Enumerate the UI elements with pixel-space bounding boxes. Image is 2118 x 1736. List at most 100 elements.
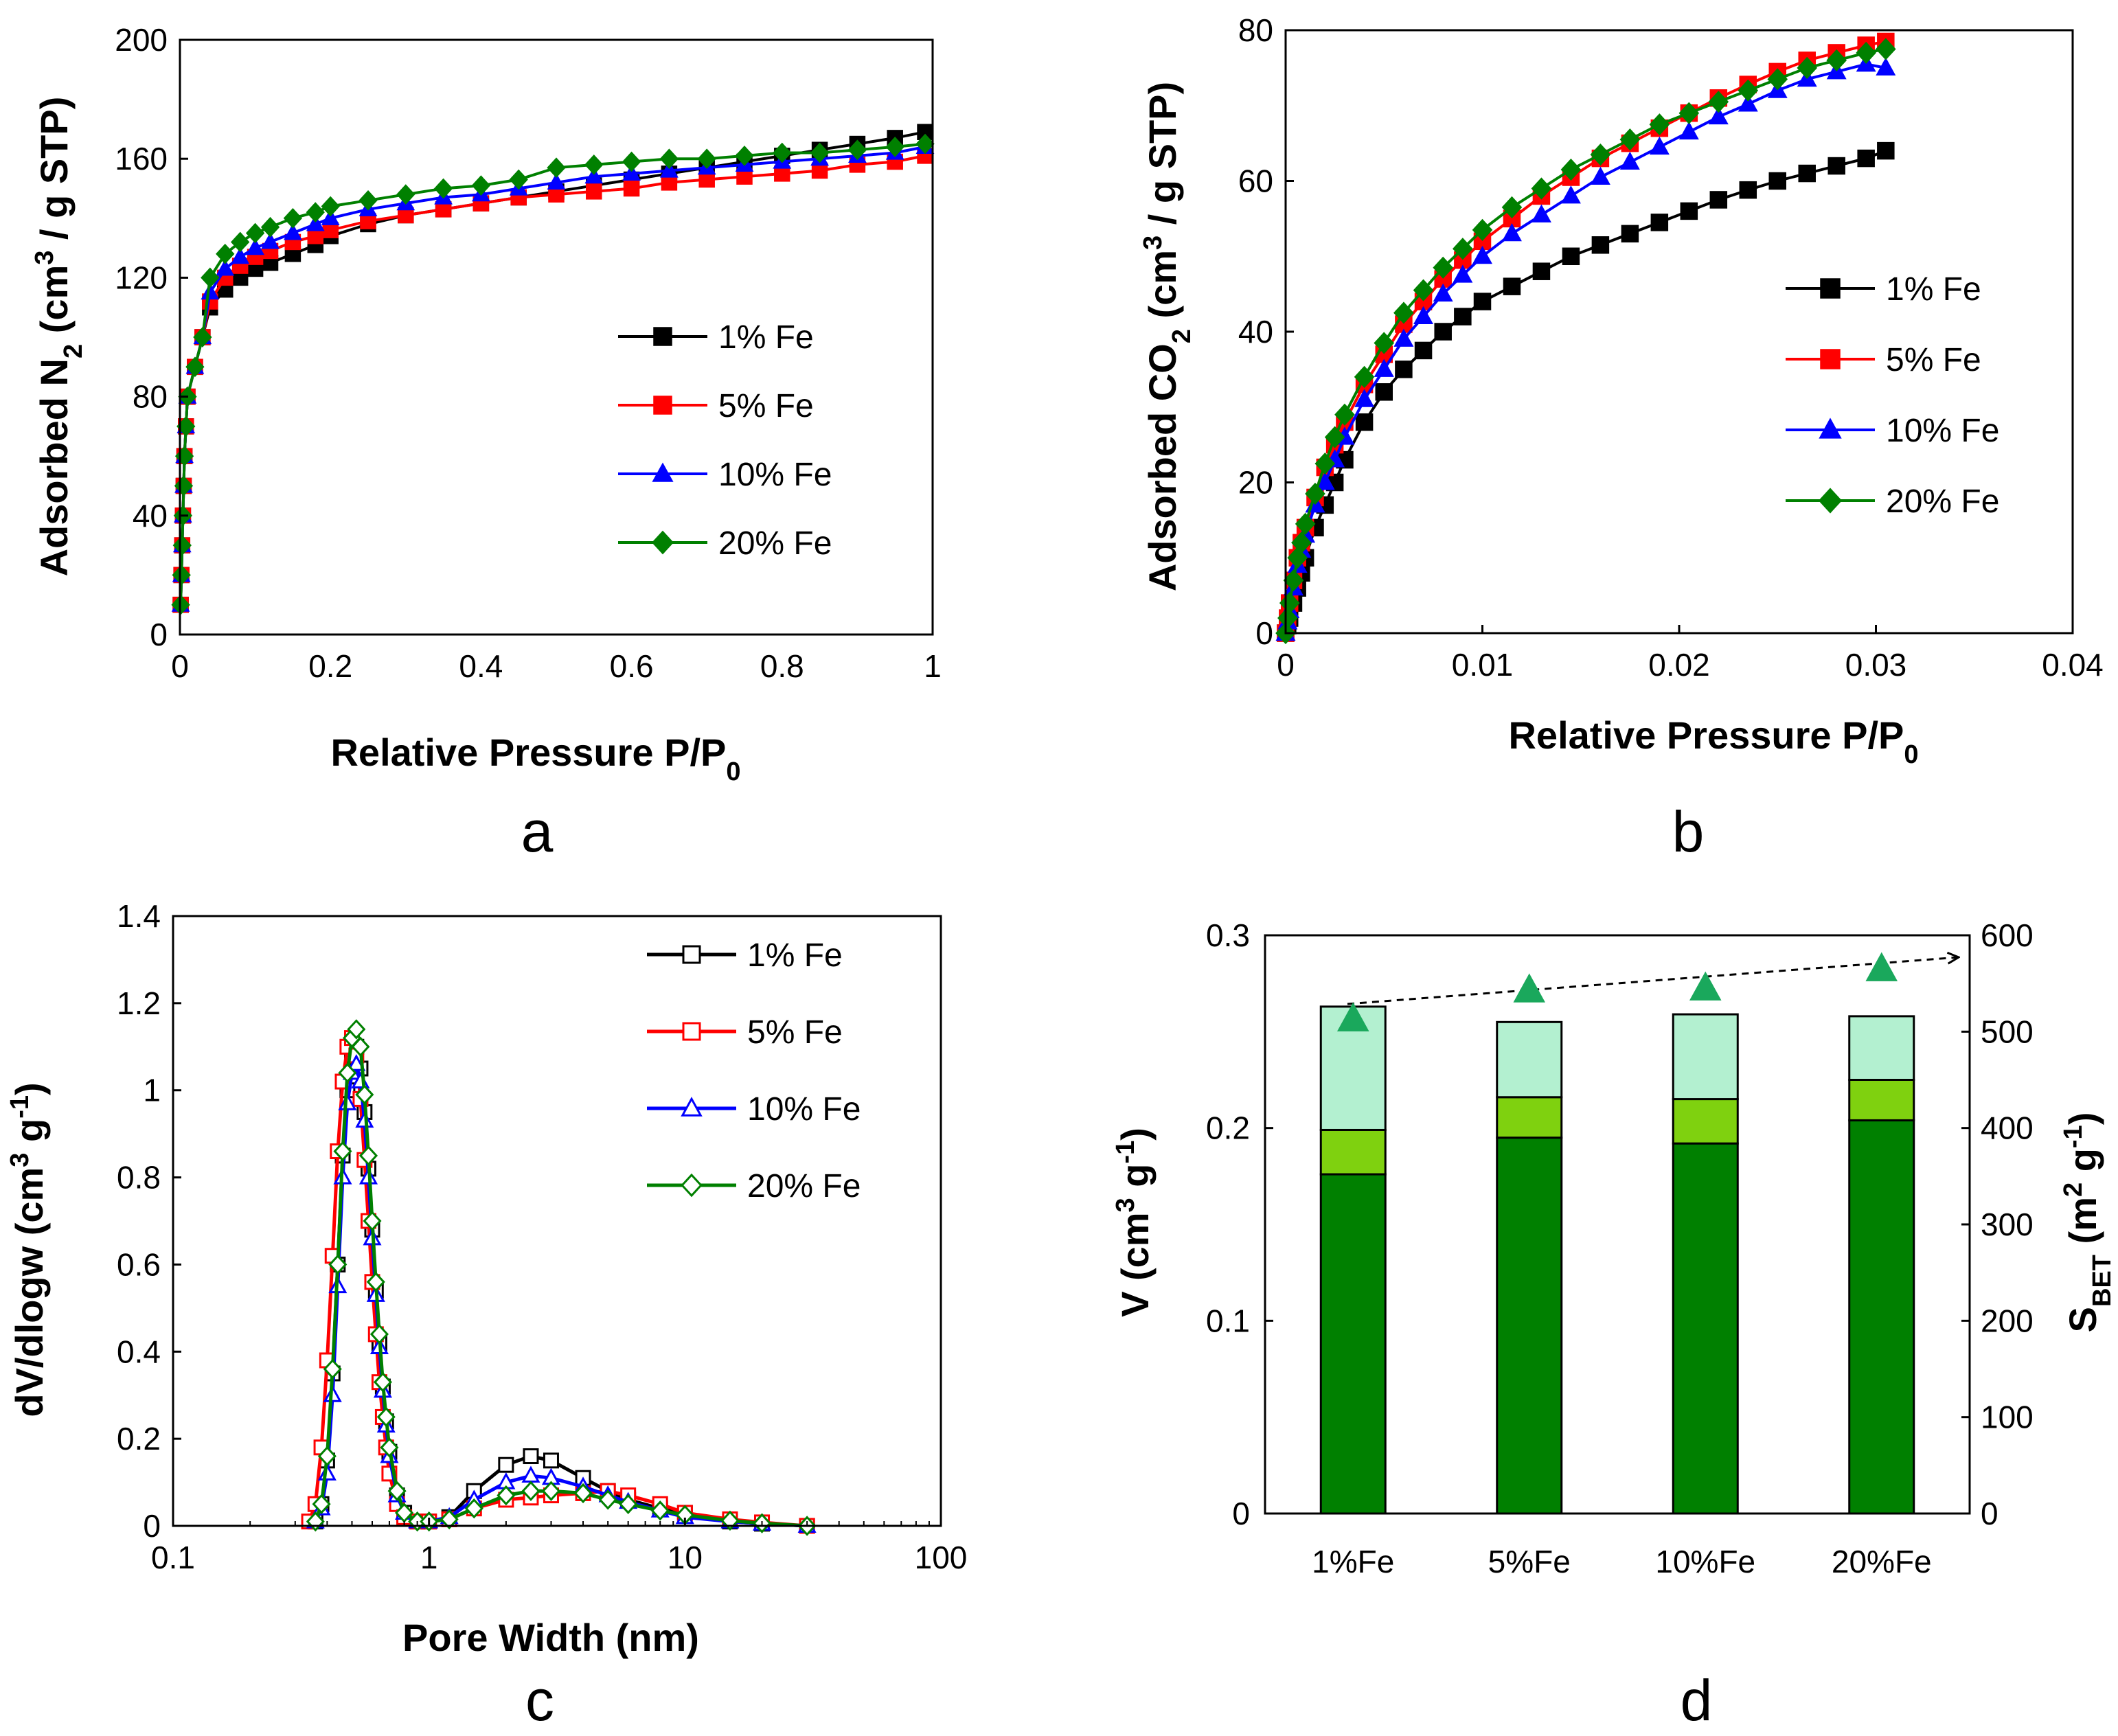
pb-point-20-fe [1291,532,1312,554]
panel-d-bar-segment-middle-segment [1672,1098,1739,1145]
pb-point-1-fe [1434,323,1452,341]
panel-d-category-labels: 1%Fe 5%Fe 10%Fe 20%Fe [1312,1544,1931,1579]
pb-point-20-fe [1374,332,1395,354]
panel-c-plot-frame [172,915,942,1527]
pb-point-1-fe [1375,383,1393,401]
panel-d-category-label: 5%Fe [1488,1544,1571,1579]
pa-point-20-fe [174,475,194,496]
pa-point-20-fe [547,157,566,179]
panel-d-bar-20-fe [1848,1015,1915,1515]
pc-legend-marker-10-fe [681,1097,703,1117]
panel-d-left-tick-label: 0.2 [1206,1110,1250,1146]
pa-x-tick-label: 0.6 [610,648,654,684]
pc-series-10-fe [306,1054,817,1533]
pb-point-20-fe [1797,56,1818,79]
pa-point-10-fe [216,259,235,276]
pb-point-20-fe [1649,113,1670,136]
pa-point-20-fe [260,216,280,238]
pa-point-20-fe [471,175,491,196]
pa-legend-marker-1-fe [653,327,672,346]
pa-legend-item-1-fe: 1% Fe [618,319,814,356]
pb-point-10-fe [1413,306,1434,324]
pb-point-10-fe [1590,166,1610,185]
pb-point-1-fe [1473,293,1492,310]
pb-point-1-fe [1503,277,1521,295]
panel-b-y-axis-title: Adsorbed CO2 (cm3 / g STP) [1139,82,1196,591]
pc-legend-label-1-fe: 1% Fe [747,937,843,974]
pb-point-1-fe [1621,225,1639,243]
pa-x-tick-label: 1 [924,648,942,684]
panel-c-legend: 1% Fe 5% Fe 10% Fe 20% Fe [647,937,861,1204]
pc-point-1-fe [523,1448,539,1465]
pb-point-20-fe [1856,41,1876,65]
panel-b: 0 0.01 0.02 0.03 0.04 0 20 40 60 80 Relative Pre… [1139,12,2104,864]
panel-d-bar-segment-bottom-segment [1672,1142,1739,1515]
pa-point-20-fe [735,146,754,166]
pc-x-tick-label: 0.1 [151,1540,195,1575]
pc-point-20-fe [312,1494,331,1515]
pc-x-tick-label: 10 [668,1540,703,1575]
pc-legend-marker-20-fe [681,1173,703,1198]
pb-point-1-fe [1414,341,1433,360]
panel-d-right-tick-label: 500 [1981,1014,2034,1049]
pa-point-20-fe [283,207,303,229]
panel-a-letter: a [521,799,554,864]
pb-point-10-fe [1619,151,1640,170]
pa-y-tick-label: 0 [150,617,168,652]
panel-d-bar-segment-middle-segment [1319,1128,1387,1176]
pc-point-20-fe [358,1145,378,1166]
pc-legend-item-5-fe: 5% Fe [647,1014,843,1051]
panel-d-bar-segment-top-segment [1672,1013,1739,1101]
pc-point-20-fe [464,1498,483,1519]
pc-legend-label-5-fe: 5% Fe [747,1014,843,1051]
pc-legend-label-10-fe: 10% Fe [747,1091,861,1128]
pa-point-10-fe [246,238,264,255]
pa-point-10-fe [231,247,250,264]
pa-x-tick-label: 0.4 [459,648,503,684]
pc-point-20-fe [376,1406,396,1428]
panel-d-bar-1-fe [1319,1005,1387,1515]
panel-a-series [171,124,935,615]
pc-point-20-fe [366,1272,385,1292]
pc-point-20-fe [317,1446,337,1467]
pb-legend-marker-20-fe [1818,488,1843,514]
pb-point-20-fe [1738,79,1759,102]
pb-point-10-fe [1502,222,1522,242]
pa-point-20-fe [584,155,604,175]
panel-d-bar-segment-middle-segment [1496,1096,1563,1139]
pc-point-10-fe [347,1054,366,1071]
panel-a-legend: 1% Fe 5% Fe 10% Fe 20% Fe [618,319,832,562]
pb-point-20-fe [1619,128,1641,151]
pb-point-20-fe [1277,606,1298,630]
pb-point-10-fe [1708,106,1729,125]
pb-point-20-fe [1305,482,1325,505]
pa-legend-label-20-fe: 20% Fe [718,525,832,562]
pb-point-1-fe [1355,413,1374,431]
pb-point-1-fe [1768,172,1786,190]
pa-point-20-fe [306,202,325,222]
pb-point-1-fe [1709,191,1728,209]
pc-point-20-fe [328,1254,348,1275]
panel-d-left-tick-label: 0.3 [1206,917,1250,953]
pc-legend-label-20-fe: 20% Fe [747,1168,861,1204]
panel-d-bar-segment-bottom-segment [1319,1173,1387,1515]
pa-point-20-fe [915,133,935,155]
pa-point-10-fe [584,166,604,184]
pa-point-20-fe [201,267,220,288]
pa-point-5-fe [623,180,640,197]
pc-y-tick-label: 1 [143,1073,161,1108]
pc-point-1-fe [498,1457,514,1473]
pa-point-20-fe [358,190,378,211]
pc-legend-item-20-fe: 20% Fe [647,1168,861,1204]
pb-legend-label-1-fe: 1% Fe [1886,271,1981,308]
pb-point-20-fe [1531,177,1552,200]
pb-legend-item-1-fe: 1% Fe [1786,271,1981,308]
pc-point-20-fe [573,1483,593,1504]
pb-x-tick-label: 0 [1277,647,1295,683]
panel-d-right-tick-label: 600 [1981,917,2034,953]
panel-d-left-tick-label: 0 [1232,1496,1250,1531]
pc-point-20-fe [323,1358,342,1380]
pb-y-tick-label: 20 [1238,465,1273,501]
pb-point-1-fe [1395,361,1413,378]
pa-point-20-fe [193,327,212,347]
